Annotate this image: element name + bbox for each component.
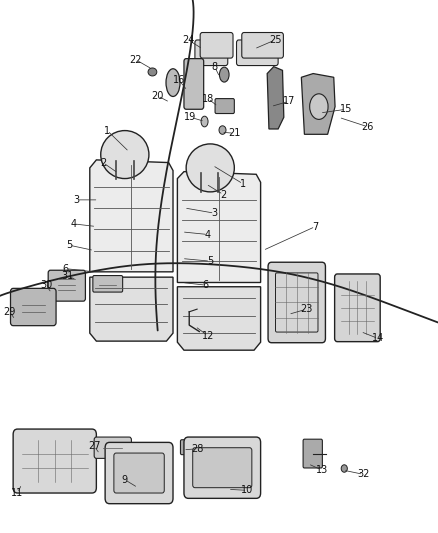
Text: 26: 26 — [362, 122, 374, 132]
FancyBboxPatch shape — [93, 276, 123, 292]
FancyBboxPatch shape — [303, 439, 322, 468]
FancyBboxPatch shape — [200, 33, 233, 58]
Text: 20: 20 — [152, 91, 164, 101]
Ellipse shape — [341, 465, 347, 472]
FancyBboxPatch shape — [114, 453, 164, 493]
Text: 9: 9 — [122, 475, 128, 484]
Text: 14: 14 — [372, 334, 384, 343]
Ellipse shape — [310, 94, 328, 119]
Polygon shape — [177, 172, 261, 282]
Text: 7: 7 — [312, 222, 318, 231]
Text: 4: 4 — [71, 219, 77, 229]
Text: 32: 32 — [357, 470, 370, 479]
Polygon shape — [301, 74, 335, 134]
FancyBboxPatch shape — [105, 442, 173, 504]
FancyBboxPatch shape — [237, 40, 278, 66]
Text: 2: 2 — [100, 158, 106, 167]
Text: 17: 17 — [283, 96, 295, 106]
Text: 18: 18 — [202, 94, 214, 103]
FancyBboxPatch shape — [215, 99, 234, 114]
FancyBboxPatch shape — [268, 262, 325, 343]
Text: 23: 23 — [300, 304, 313, 314]
Ellipse shape — [201, 116, 208, 127]
Text: 10: 10 — [241, 486, 254, 495]
Text: 5: 5 — [207, 256, 213, 266]
Ellipse shape — [219, 126, 226, 134]
FancyBboxPatch shape — [193, 448, 252, 488]
Text: 6: 6 — [203, 280, 209, 290]
Polygon shape — [90, 160, 173, 272]
Ellipse shape — [186, 144, 234, 192]
FancyBboxPatch shape — [94, 437, 131, 458]
Polygon shape — [177, 287, 261, 350]
Text: 6: 6 — [63, 264, 69, 273]
FancyBboxPatch shape — [180, 440, 201, 455]
Text: 31: 31 — [62, 271, 74, 281]
Text: 25: 25 — [269, 35, 281, 45]
Text: 11: 11 — [11, 488, 24, 498]
Text: 16: 16 — [173, 75, 185, 85]
Text: 27: 27 — [88, 441, 100, 451]
FancyBboxPatch shape — [13, 429, 96, 493]
Polygon shape — [267, 67, 284, 129]
Text: 22: 22 — [130, 55, 142, 64]
Text: 1: 1 — [240, 179, 246, 189]
Text: 21: 21 — [228, 128, 240, 138]
Text: 13: 13 — [316, 465, 328, 475]
FancyBboxPatch shape — [184, 437, 261, 498]
FancyBboxPatch shape — [195, 40, 228, 66]
Ellipse shape — [219, 67, 229, 82]
Text: 30: 30 — [40, 280, 52, 290]
Text: 28: 28 — [191, 444, 203, 454]
Text: 3: 3 — [212, 208, 218, 218]
FancyBboxPatch shape — [184, 59, 204, 109]
Text: 3: 3 — [74, 195, 80, 205]
Text: 2: 2 — [220, 190, 226, 199]
Text: 1: 1 — [104, 126, 110, 135]
Text: 19: 19 — [184, 112, 197, 122]
Text: 24: 24 — [182, 35, 194, 45]
FancyBboxPatch shape — [335, 274, 380, 342]
Ellipse shape — [101, 131, 149, 179]
FancyBboxPatch shape — [48, 270, 85, 301]
Text: 29: 29 — [4, 307, 16, 317]
FancyBboxPatch shape — [242, 33, 283, 58]
Text: 5: 5 — [66, 240, 72, 250]
Text: 15: 15 — [340, 104, 352, 114]
Ellipse shape — [148, 68, 157, 76]
FancyBboxPatch shape — [11, 288, 56, 326]
Ellipse shape — [166, 69, 180, 96]
Polygon shape — [90, 277, 173, 341]
Text: 8: 8 — [212, 62, 218, 71]
Text: 12: 12 — [202, 331, 214, 341]
Text: 4: 4 — [205, 230, 211, 239]
